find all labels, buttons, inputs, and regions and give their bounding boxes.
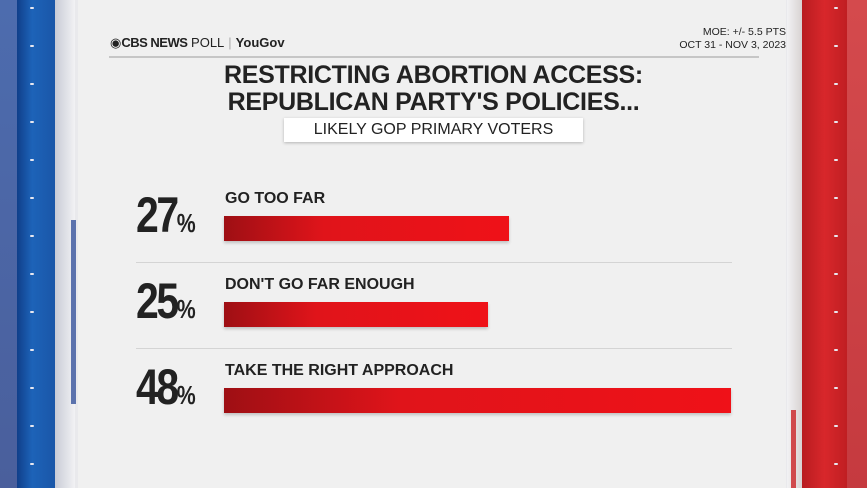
category-label: DON'T GO FAR ENOUGH	[225, 276, 415, 293]
strip-tick	[30, 311, 34, 313]
value-label: 25%	[136, 272, 196, 330]
left-blue-border	[0, 0, 17, 488]
chart-subtitle: LIKELY GOP PRIMARY VOTERS	[284, 118, 583, 142]
cbs-eye-icon: ◉	[110, 35, 122, 50]
strip-tick	[30, 387, 34, 389]
bar	[224, 216, 510, 241]
strip-tick	[30, 83, 34, 85]
strip-tick	[30, 425, 34, 427]
strip-tick	[834, 7, 838, 9]
row-divider	[136, 262, 732, 263]
strip-tick	[834, 387, 838, 389]
poll-info: MOE: +/- 5.5 PTS OCT 31 - NOV 3, 2023	[679, 26, 786, 52]
percent-sign: %	[176, 208, 196, 238]
right-red-strip	[802, 0, 847, 488]
right-red-border	[847, 0, 867, 488]
percent-sign: %	[176, 380, 196, 410]
brand-logo: ◉CBS NEWS POLL | YouGov	[110, 35, 285, 51]
brand-partner: YouGov	[235, 35, 285, 50]
strip-tick	[834, 425, 838, 427]
brand-separator: |	[228, 35, 232, 50]
strip-tick	[834, 349, 838, 351]
strip-tick	[834, 273, 838, 275]
strip-tick	[30, 273, 34, 275]
right-edge-shade	[787, 0, 802, 488]
strip-tick	[834, 463, 838, 465]
strip-tick	[30, 121, 34, 123]
strip-tick	[30, 159, 34, 161]
chart-title: RESTRICTING ABORTION ACCESS: REPUBLICAN …	[100, 62, 767, 116]
value-number: 48	[136, 359, 179, 415]
strip-tick	[834, 121, 838, 123]
left-edge-shade	[55, 0, 75, 488]
poll-dates: OCT 31 - NOV 3, 2023	[679, 39, 786, 51]
strip-tick	[30, 235, 34, 237]
right-accent-bar	[791, 410, 796, 488]
row-divider	[136, 348, 732, 349]
strip-tick	[834, 45, 838, 47]
title-line-2: REPUBLICAN PARTY'S POLICIES...	[227, 88, 640, 116]
strip-tick	[834, 83, 838, 85]
strip-tick	[30, 463, 34, 465]
left-blue-strip	[17, 0, 55, 488]
value-label: 27%	[136, 186, 196, 244]
value-number: 27	[136, 187, 179, 243]
strip-tick	[30, 197, 34, 199]
value-number: 25	[136, 273, 179, 329]
strip-tick	[30, 7, 34, 9]
strip-tick	[834, 197, 838, 199]
bar	[224, 302, 489, 327]
percent-sign: %	[176, 294, 196, 324]
moe-text: MOE: +/- 5.5 PTS	[702, 26, 786, 38]
brand-poll: POLL	[191, 35, 225, 50]
strip-tick	[834, 159, 838, 161]
brand-cbs: CBS NEWS	[121, 35, 188, 50]
strip-tick	[30, 349, 34, 351]
bar	[224, 388, 731, 413]
left-accent-bar	[71, 220, 76, 404]
value-label: 48%	[136, 358, 196, 416]
header-rule	[109, 56, 759, 58]
strip-tick	[834, 235, 838, 237]
strip-tick	[834, 311, 838, 313]
category-label: TAKE THE RIGHT APPROACH	[225, 362, 454, 379]
strip-tick	[30, 45, 34, 47]
category-label: GO TOO FAR	[225, 190, 326, 207]
title-line-1: RESTRICTING ABORTION ACCESS:	[224, 61, 643, 89]
